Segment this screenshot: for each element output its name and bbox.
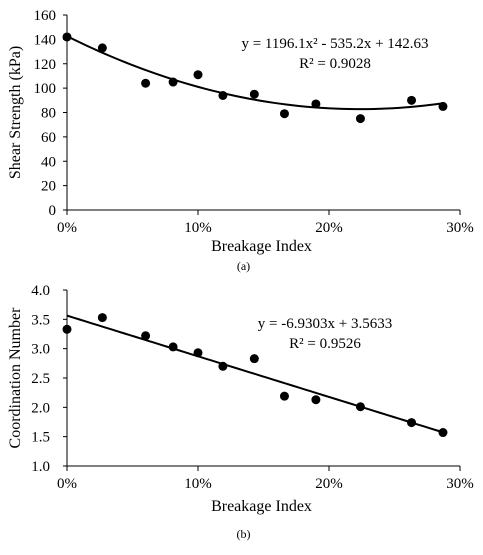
x-tick-label: 0% xyxy=(57,220,77,236)
data-point xyxy=(249,89,259,99)
chart-panel-b: 1.0 1.5 2.0 2.5 3.0 3.5 4.0 0% 10% 20% 30% Breakage… xyxy=(7,283,474,541)
y-tick-label: 4.0 xyxy=(31,283,50,299)
y-tick-label: 80 xyxy=(41,106,56,122)
y-axis-title: Coordination Number xyxy=(7,307,24,449)
data-point xyxy=(279,109,289,119)
y-tick-label: 20 xyxy=(41,179,56,195)
x-tick-label: 0% xyxy=(57,476,77,492)
data-point xyxy=(97,313,107,323)
y-tick-label: 3.5 xyxy=(31,312,50,328)
data-point xyxy=(355,114,365,124)
data-point xyxy=(168,77,178,87)
data-point xyxy=(97,43,107,53)
trendline xyxy=(66,35,444,111)
y-tick-label: 3.0 xyxy=(31,342,50,358)
data-point xyxy=(355,402,365,412)
data-point xyxy=(218,361,228,371)
y-tick-label: 2.5 xyxy=(31,371,50,387)
data-point xyxy=(438,101,448,111)
data-point xyxy=(311,395,321,405)
y-tick-label: 160 xyxy=(34,8,57,24)
data-point xyxy=(279,391,289,401)
panel-label: (a) xyxy=(237,259,250,273)
data-point xyxy=(407,95,417,105)
y-tick-label: 1.5 xyxy=(31,430,50,446)
x-tick-label: 10% xyxy=(184,220,212,236)
x-tick-label: 30% xyxy=(446,220,474,236)
data-point xyxy=(168,342,178,352)
trendline-equation: y = 1196.1x² - 535.2x + 142.63 xyxy=(241,36,428,52)
trendline xyxy=(66,314,444,434)
y-tick-label: 1.0 xyxy=(31,459,50,475)
trendline-r2: R² = 0.9526 xyxy=(289,336,361,352)
y-tick-label: 0 xyxy=(49,203,57,219)
y-tick-label: 140 xyxy=(34,32,57,48)
data-point xyxy=(141,78,151,88)
trendline-r2: R² = 0.9028 xyxy=(299,56,371,72)
y-tick-label: 120 xyxy=(34,57,57,73)
trendline-equation: y = -6.9303x + 3.5633 xyxy=(258,316,392,332)
chart-panel-a: 0 20 40 60 80 100 120 140 160 0% 10% 20% 30% Breakage… xyxy=(7,8,474,273)
data-point xyxy=(311,99,321,109)
panel-label: (b) xyxy=(237,527,251,541)
x-tick-label: 30% xyxy=(446,476,474,492)
x-tick-label: 20% xyxy=(315,220,343,236)
data-point xyxy=(193,348,203,358)
data-point xyxy=(141,331,151,341)
y-tick-label: 100 xyxy=(34,81,57,97)
data-point xyxy=(407,418,417,428)
y-axis-title: Shear Strength (kPa) xyxy=(7,46,24,179)
y-tick-label: 2.0 xyxy=(31,400,50,416)
data-point xyxy=(438,428,448,438)
data-point xyxy=(193,70,203,80)
data-point xyxy=(249,354,259,364)
x-axis-title: Breakage Index xyxy=(211,238,312,255)
x-tick-label: 20% xyxy=(315,476,343,492)
x-axis-title: Breakage Index xyxy=(211,498,312,515)
y-tick-label: 40 xyxy=(41,154,56,170)
x-tick-label: 10% xyxy=(184,476,212,492)
data-point xyxy=(62,324,72,334)
data-point xyxy=(218,90,228,100)
y-tick-label: 60 xyxy=(41,130,56,146)
data-point xyxy=(62,32,72,42)
